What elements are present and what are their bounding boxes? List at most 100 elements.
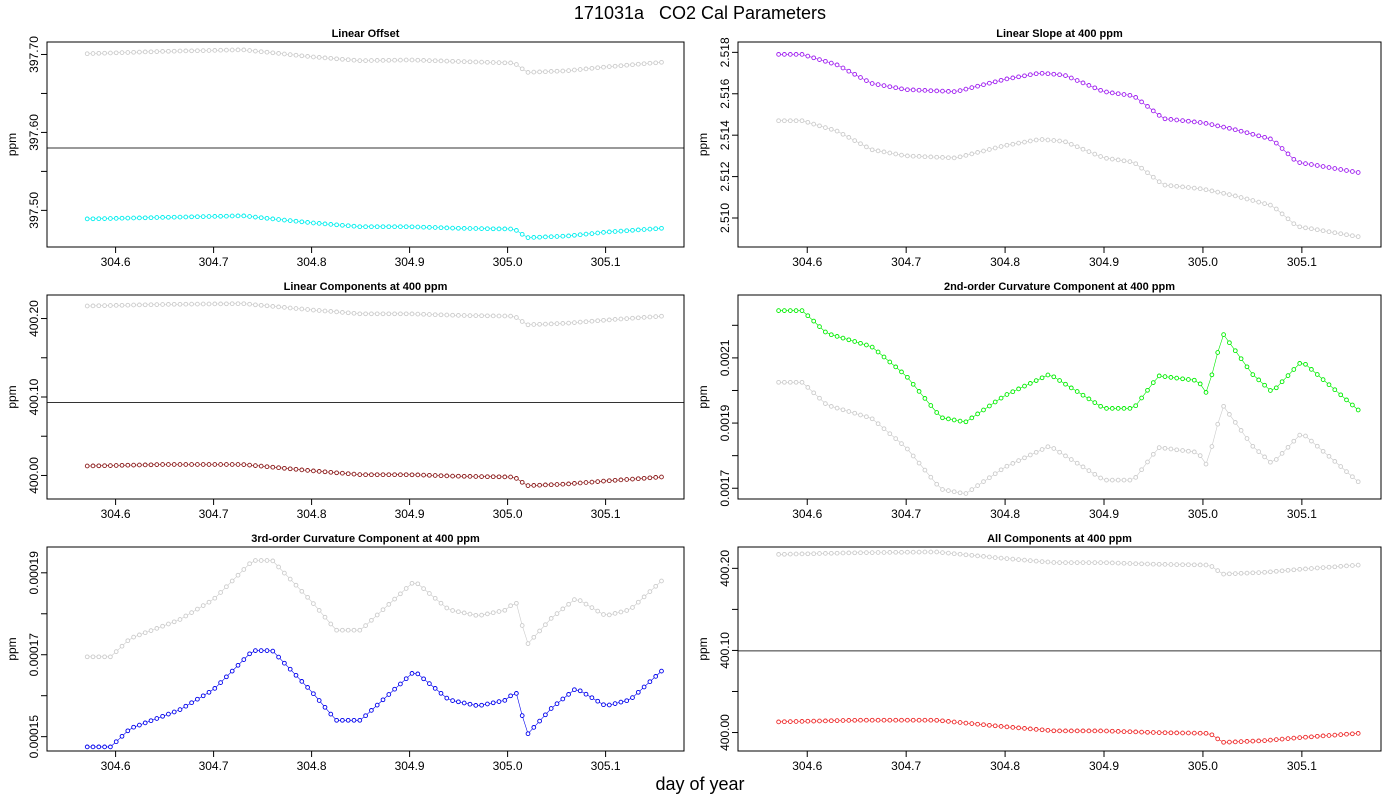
data-point: [577, 319, 583, 325]
x-tick-label: 304.7: [891, 255, 921, 269]
data-point: [647, 314, 653, 320]
data-point: [1344, 731, 1349, 737]
y-tick-label: 2.512: [718, 161, 732, 191]
data-point: [1309, 162, 1314, 167]
data-point: [113, 50, 119, 56]
data-point: [1250, 131, 1256, 137]
y-tick-label: 400.20: [718, 550, 732, 587]
data-point: [793, 308, 799, 313]
data-point: [1121, 560, 1127, 566]
data-point: [1297, 735, 1303, 740]
data-point: [253, 558, 258, 563]
data-point: [905, 446, 910, 452]
data-point: [525, 483, 531, 488]
data-point: [782, 719, 787, 725]
data-point: [119, 462, 125, 468]
data-point: [1297, 432, 1303, 438]
data-point: [589, 605, 595, 610]
data-point: [200, 48, 206, 53]
data-point: [1139, 165, 1144, 171]
data-point: [224, 584, 229, 590]
y-tick-label: 0.0019: [718, 404, 732, 441]
data-point: [195, 606, 200, 612]
data-point: [554, 701, 560, 707]
data-point: [1221, 190, 1226, 196]
data-point: [311, 220, 316, 226]
data-point: [102, 654, 107, 660]
data-point: [1109, 406, 1115, 411]
data-point: [899, 86, 904, 92]
data-point: [409, 224, 415, 230]
data-point: [1074, 389, 1080, 394]
data-point: [264, 648, 270, 653]
data-point: [1268, 737, 1273, 743]
data-point: [276, 304, 281, 310]
data-point: [403, 472, 409, 478]
data-point: [1104, 477, 1109, 483]
data-point: [415, 311, 421, 317]
data-point: [1273, 385, 1279, 391]
data-point: [119, 50, 125, 55]
data-point: [635, 315, 641, 321]
data-point: [253, 463, 258, 468]
data-point: [940, 88, 945, 94]
data-point: [1051, 728, 1057, 734]
data-point: [479, 702, 484, 708]
data-point: [1121, 406, 1127, 411]
data-point: [922, 549, 928, 555]
data-point: [432, 686, 438, 691]
data-point: [142, 49, 148, 55]
data-point: [1320, 565, 1326, 570]
data-point: [1092, 728, 1098, 734]
data-point: [1238, 570, 1244, 576]
data-point: [253, 48, 258, 54]
data-point: [612, 701, 618, 706]
data-point: [1092, 85, 1098, 91]
data-point: [1127, 92, 1133, 98]
data-point: [834, 128, 840, 134]
data-point: [543, 69, 548, 75]
data-point: [957, 88, 963, 93]
data-point: [1227, 739, 1232, 745]
data-point: [287, 52, 293, 57]
data-point: [427, 681, 432, 686]
data-point: [485, 701, 490, 707]
data-point: [171, 709, 177, 715]
data-point: [438, 225, 444, 231]
data-point: [1279, 146, 1285, 151]
data-point: [177, 617, 183, 622]
data-point: [1221, 739, 1226, 745]
data-point: [1174, 375, 1180, 381]
data-point: [583, 480, 589, 485]
data-point: [647, 475, 653, 481]
data-point: [473, 474, 479, 479]
data-point: [881, 354, 887, 360]
data-point: [1297, 224, 1303, 230]
plot-frame: [737, 546, 1382, 752]
data-point: [975, 483, 980, 488]
data-point: [380, 472, 386, 478]
data-point: [1033, 71, 1039, 77]
data-point: [479, 612, 484, 618]
data-point: [392, 311, 397, 317]
data-point: [566, 481, 571, 487]
data-point: [1098, 87, 1103, 93]
data-point: [374, 58, 380, 63]
data-point: [1338, 464, 1344, 469]
data-point: [1303, 361, 1308, 367]
data-point: [195, 48, 200, 54]
data-point: [1227, 340, 1232, 346]
data-point: [432, 473, 438, 478]
data-point: [940, 155, 945, 160]
data-point: [1180, 448, 1185, 453]
data-point: [345, 471, 351, 477]
data-point: [1262, 738, 1267, 743]
data-point: [386, 602, 392, 607]
data-point: [322, 469, 328, 475]
data-point: [1145, 729, 1150, 735]
data-point: [1068, 457, 1074, 462]
data-point: [531, 725, 537, 730]
data-point: [828, 550, 834, 556]
data-point: [1256, 449, 1262, 454]
data-point: [548, 482, 554, 488]
